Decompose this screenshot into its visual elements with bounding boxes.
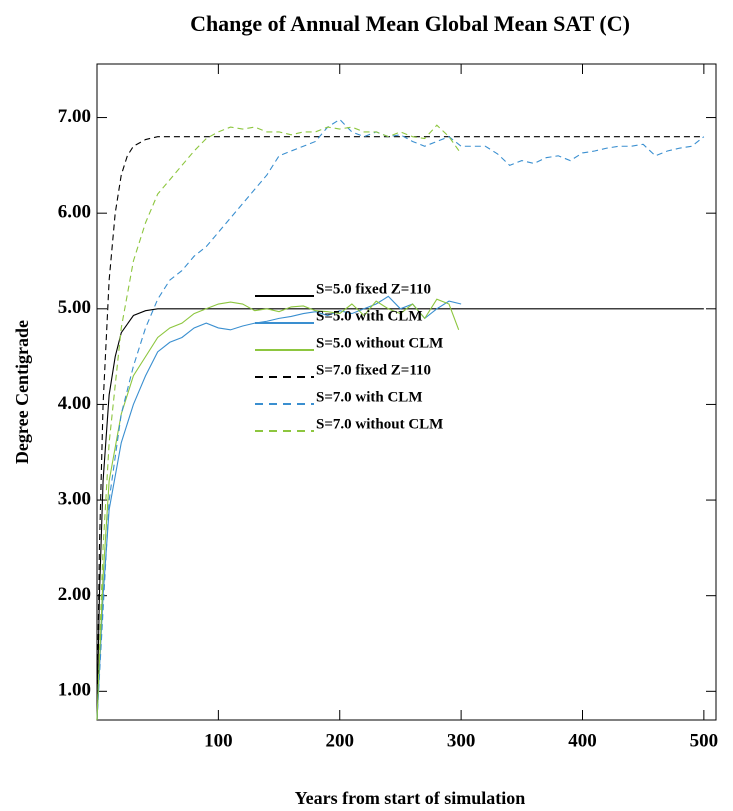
y-tick-label: 7.00 (58, 106, 91, 127)
y-axis-label: Degree Centigrade (12, 320, 32, 464)
y-tick-label: 1.00 (58, 680, 91, 701)
legend-label: S=7.0 fixed Z=110 (316, 362, 431, 378)
x-tick-label: 100 (204, 730, 233, 751)
y-tick-label: 6.00 (58, 202, 91, 223)
series-line (96, 298, 460, 721)
y-tick-label: 3.00 (58, 488, 91, 509)
legend-label: S=5.0 without CLM (316, 335, 443, 351)
legend-label: S=7.0 with CLM (316, 389, 422, 405)
y-tick-label: 5.00 (58, 297, 91, 318)
x-axis-label: Years from start of simulation (295, 788, 526, 808)
x-tick-label: 400 (568, 730, 597, 751)
x-tick-label: 500 (690, 730, 719, 751)
legend-label: S=5.0 fixed Z=110 (316, 281, 431, 297)
legend-label: S=7.0 without CLM (316, 416, 443, 432)
x-tick-label: 300 (447, 730, 476, 751)
series-line (96, 308, 704, 721)
y-tick-label: 4.00 (58, 393, 91, 414)
series-line (96, 136, 704, 721)
y-tick-label: 2.00 (58, 584, 91, 605)
plot-frame (96, 63, 717, 721)
series-line (96, 118, 705, 721)
x-tick-label: 200 (325, 730, 354, 751)
chart-title: Change of Annual Mean Global Mean SAT (C… (190, 11, 630, 36)
legend-label: S=5.0 with CLM (316, 308, 422, 324)
series-line (96, 295, 462, 721)
